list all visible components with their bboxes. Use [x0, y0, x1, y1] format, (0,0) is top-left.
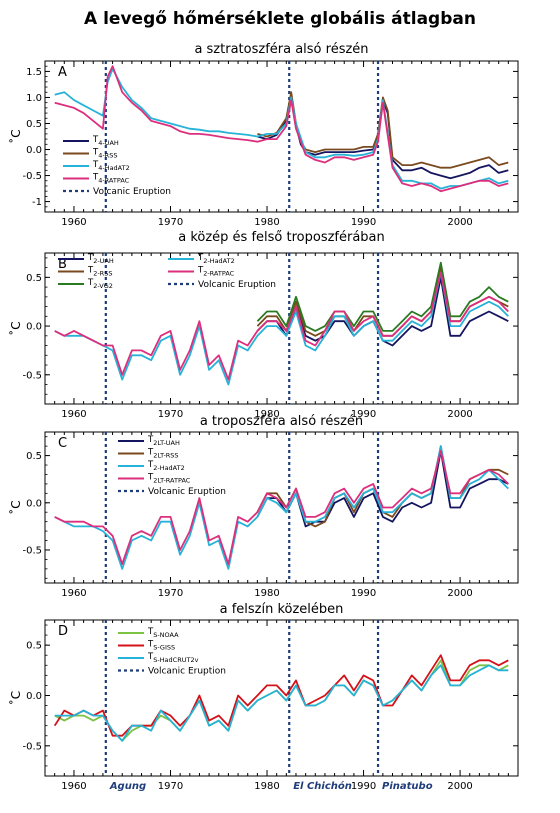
y-tick-label: 0.5	[26, 641, 42, 652]
y-axis-label: ˚C	[8, 500, 23, 514]
y-tick-label: 0.0	[26, 498, 42, 509]
legend-label: T2-RSS	[87, 266, 112, 278]
plot-frame	[44, 60, 519, 213]
x-tick-label: 1990	[351, 409, 376, 420]
panel-title: a felszín közelében	[220, 602, 344, 617]
x-tick-label: 2000	[447, 217, 472, 228]
main-title: A levegő hőmérséklete globális átlagban	[84, 9, 476, 29]
x-tick-label: 1960	[61, 588, 86, 599]
panel-letter: A	[58, 65, 67, 80]
panel-letter: B	[58, 257, 67, 272]
series-line-t2lt-ratpac	[54, 450, 509, 565]
y-tick-label: -0.5	[22, 741, 42, 752]
legend-label: T2-UAH	[87, 253, 114, 265]
plot-frame	[44, 619, 519, 777]
y-tick-label: -0.5	[22, 171, 42, 182]
series-line-ts-hadcrut2v	[54, 664, 509, 742]
panels: a sztratoszféra alsó részén -1 -0.5 0.0 0.5 1…	[8, 42, 519, 792]
series-group	[53, 654, 509, 742]
x-tick-label: 1990	[351, 588, 376, 599]
series-line-t2-ratpac	[54, 271, 509, 381]
x-tick-label: 2000	[447, 409, 472, 420]
y-tick-label: 1.0	[26, 93, 42, 104]
legend-label: TS-GISS	[147, 640, 175, 652]
legend-label-eruption: Volcanic Eruption	[198, 280, 276, 290]
x-tick-label: 1970	[158, 409, 183, 420]
y-tick-label: 0.5	[26, 451, 42, 462]
volcano-label-agung: Agung	[109, 781, 146, 792]
series-line-t2-vg2	[256, 261, 509, 332]
y-axis-label: ˚C	[8, 691, 23, 705]
volcano-label-pinatubo: Pinatubo	[382, 781, 433, 792]
series-group	[54, 65, 509, 193]
x-tick-label: 1970	[158, 588, 183, 599]
plot-frame	[44, 252, 519, 405]
x-tick-label: 1960	[61, 409, 86, 420]
volcano-labels: Agung El Chichón Pinatubo	[109, 780, 433, 792]
x-tick-label: 1970	[158, 217, 183, 228]
panel-title: a troposzféra alsó részén	[200, 414, 363, 429]
legend-label: T4-RATPAC	[92, 173, 130, 185]
x-tick-label: 1960	[61, 781, 86, 792]
panel-a: a sztratoszféra alsó részén -1 -0.5 0.0 0.5 1…	[8, 42, 519, 228]
panel-c: a troposzféra alsó részén -0.5 0.0 0.5 1960 1…	[8, 414, 519, 599]
y-tick-label: -0.5	[22, 545, 42, 556]
series-group	[54, 261, 509, 386]
series-line-t2-hadat2	[54, 271, 509, 386]
legend-label: T4-RSS	[92, 148, 117, 160]
panel-b: a közép és felső troposzférában -0.5 0.0 0.…	[8, 230, 519, 420]
y-tick-label: 0.5	[26, 273, 42, 284]
y-tick-label: 0.0	[26, 322, 42, 333]
y-tick-label: 0.0	[26, 691, 42, 702]
volcano-label-el-chich-n: El Chichón	[293, 780, 352, 792]
legend-label: TS-NOAA	[147, 627, 179, 639]
x-tick-label: 2000	[447, 588, 472, 599]
legend-label: T2LT-RATPAC	[147, 473, 191, 485]
panel-letter: C	[58, 436, 67, 451]
legend-label: T4-UAH	[92, 135, 119, 147]
y-tick-label: 1.5	[26, 67, 42, 78]
x-tick-label: 1980	[254, 217, 279, 228]
panel-d: a felszín közelében -0.5 0.0 0.5 1960 1970 198…	[8, 602, 519, 792]
legend-label-eruption: Volcanic Eruption	[148, 487, 226, 497]
legend-label: T2-HadAT2	[147, 460, 185, 472]
y-tick-label: 0.0	[26, 145, 42, 156]
series-group	[54, 445, 509, 570]
series-line-t2lt-rss	[256, 445, 509, 528]
series-line-t2-hadat2	[54, 445, 509, 570]
panel-letter: D	[58, 624, 68, 639]
legend-label: T2-HadAT2	[197, 253, 235, 265]
series-line-ts-noaa	[54, 659, 509, 742]
series-line-t4-ratpac	[54, 65, 509, 193]
y-tick-label: 0.5	[26, 119, 42, 130]
x-tick-label: 1980	[254, 588, 279, 599]
x-tick-label: 1970	[158, 781, 183, 792]
x-tick-label: 1980	[254, 781, 279, 792]
y-tick-label: -0.5	[22, 370, 42, 381]
legend-label: T2-VG2	[87, 278, 113, 290]
x-tick-label: 1980	[254, 409, 279, 420]
panel-title: a sztratoszféra alsó részén	[194, 42, 368, 57]
legend-label: T4-HadAT2	[92, 160, 130, 172]
x-tick-label: 1960	[61, 217, 86, 228]
y-axis-label: ˚C	[8, 129, 23, 143]
x-tick-label: 1990	[351, 217, 376, 228]
legend-label: T2-RATPAC	[197, 266, 235, 278]
plot-frame	[44, 431, 519, 584]
legend-label: T2LT-UAH	[147, 435, 180, 447]
legend-label: T2LT-RSS	[147, 448, 179, 460]
panel-title: a közép és felső troposzférában	[178, 230, 385, 245]
x-tick-label: 2000	[447, 781, 472, 792]
legend-label-eruption: Volcanic Eruption	[93, 187, 171, 197]
y-tick-label: -1	[32, 197, 42, 208]
x-tick-label: 1990	[351, 781, 376, 792]
y-axis-label: ˚C	[8, 321, 23, 335]
legend-label-eruption: Volcanic Eruption	[148, 667, 226, 677]
legend-label: TS-HadCRUT2v	[147, 652, 199, 664]
